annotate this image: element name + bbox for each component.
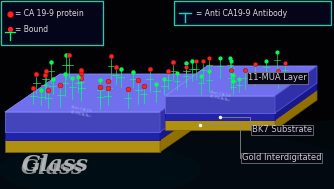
Text: = CA 19-9 protein: = CA 19-9 protein	[15, 9, 84, 19]
Polygon shape	[0, 120, 334, 189]
Polygon shape	[160, 102, 215, 152]
Polygon shape	[165, 113, 275, 120]
Text: = Bound: = Bound	[15, 26, 48, 35]
Text: 11-MUA Layer: 11-MUA Layer	[248, 74, 307, 83]
Text: Glass: Glass	[21, 158, 84, 178]
Polygon shape	[75, 102, 138, 140]
Polygon shape	[165, 66, 317, 96]
Polygon shape	[5, 140, 160, 152]
Polygon shape	[275, 66, 317, 113]
Polygon shape	[214, 90, 262, 120]
Text: Glass: Glass	[22, 154, 89, 176]
Polygon shape	[5, 112, 160, 132]
Polygon shape	[275, 83, 317, 120]
Text: Anti CA-19
11-MUA/Au: Anti CA-19 11-MUA/Au	[69, 105, 92, 118]
Polygon shape	[5, 94, 215, 132]
Polygon shape	[259, 90, 306, 120]
Text: Gold Interdigitated: Gold Interdigitated	[242, 153, 322, 163]
Polygon shape	[165, 83, 317, 113]
Polygon shape	[13, 102, 75, 140]
Polygon shape	[44, 102, 107, 140]
Polygon shape	[275, 90, 317, 130]
Polygon shape	[106, 102, 168, 140]
Polygon shape	[165, 90, 317, 120]
Polygon shape	[192, 90, 240, 120]
Polygon shape	[165, 96, 275, 113]
Text: Anti CA-19
11-MUA/Au: Anti CA-19 11-MUA/Au	[208, 90, 231, 103]
Polygon shape	[0, 120, 334, 189]
Polygon shape	[236, 90, 284, 120]
Polygon shape	[5, 102, 215, 140]
Polygon shape	[5, 132, 160, 140]
Polygon shape	[170, 90, 218, 120]
Polygon shape	[5, 74, 215, 112]
Ellipse shape	[0, 145, 200, 189]
Polygon shape	[160, 94, 215, 140]
FancyBboxPatch shape	[1, 1, 103, 45]
FancyBboxPatch shape	[174, 1, 331, 25]
Text: BK7 Substrate: BK7 Substrate	[252, 125, 312, 135]
Polygon shape	[160, 74, 215, 132]
Polygon shape	[137, 102, 199, 140]
Polygon shape	[165, 120, 275, 130]
Text: = Anti CA19-9 Antibody: = Anti CA19-9 Antibody	[196, 9, 287, 18]
